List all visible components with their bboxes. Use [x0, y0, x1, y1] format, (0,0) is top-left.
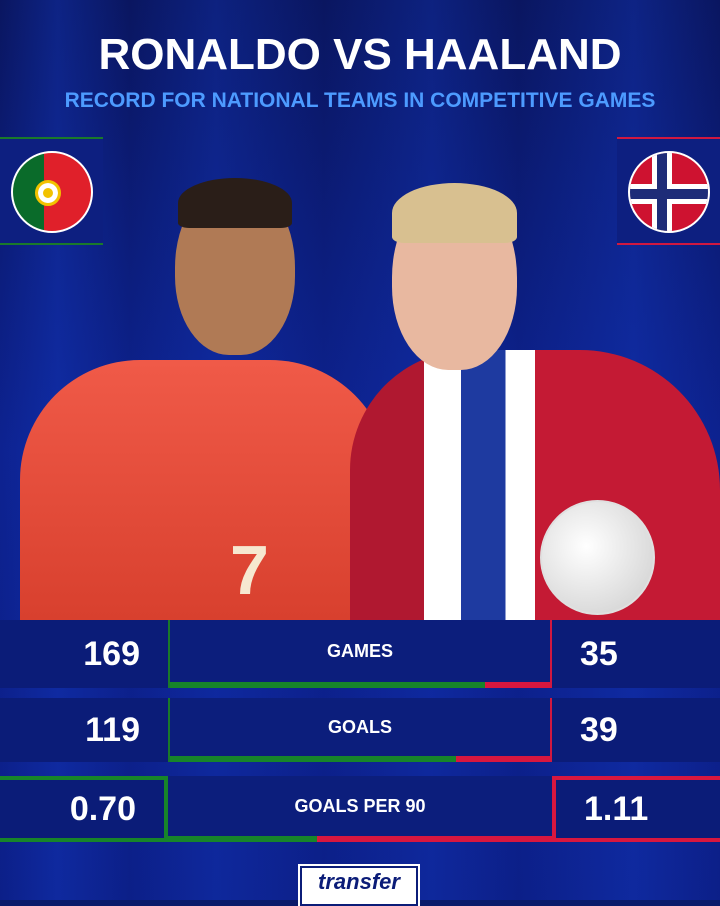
right-value: 1.11	[552, 776, 720, 842]
portugal-flag-box	[0, 137, 103, 245]
right-value: 35	[552, 620, 720, 688]
ronaldo-shirt-number: 7	[230, 531, 269, 609]
stat-label: GOALS PER 90	[294, 795, 426, 816]
stat-row-goals: 119 GOALS 39	[0, 698, 720, 762]
football-icon	[540, 500, 655, 615]
stat-center: GOALS	[168, 698, 552, 762]
portugal-flag-icon	[11, 151, 93, 233]
comparison-bar	[170, 682, 550, 688]
stat-center: GAMES	[168, 620, 552, 688]
page-subtitle: RECORD FOR NATIONAL TEAMS IN COMPETITIVE…	[64, 89, 656, 112]
ronaldo-body	[20, 360, 390, 620]
stat-center: GOALS PER 90	[168, 776, 552, 842]
stat-row-games: 169 GAMES 35	[0, 620, 720, 688]
left-share-bar	[170, 756, 457, 762]
page-title: RONALDO VS HAALAND	[98, 30, 622, 79]
norway-flag-icon	[628, 151, 710, 233]
stat-label: GAMES	[326, 640, 393, 661]
stat-label: GOALS	[327, 716, 392, 737]
right-value: 39	[552, 698, 720, 762]
left-share-bar	[168, 836, 317, 842]
haaland-hair	[392, 183, 517, 243]
comparison-bar	[168, 836, 552, 842]
left-value: 0.70	[0, 776, 168, 842]
left-share-bar	[170, 682, 485, 688]
left-value: 169	[0, 620, 168, 688]
left-value: 119	[0, 698, 168, 762]
ronaldo-hair	[178, 178, 292, 228]
norway-flag-box	[617, 137, 720, 245]
transfermarkt-logo: transfer	[298, 864, 420, 906]
comparison-bar	[170, 756, 550, 762]
haaland-body	[350, 350, 720, 620]
stat-row-goals-per-90: 0.70 GOALS PER 90 1.11	[0, 776, 720, 842]
